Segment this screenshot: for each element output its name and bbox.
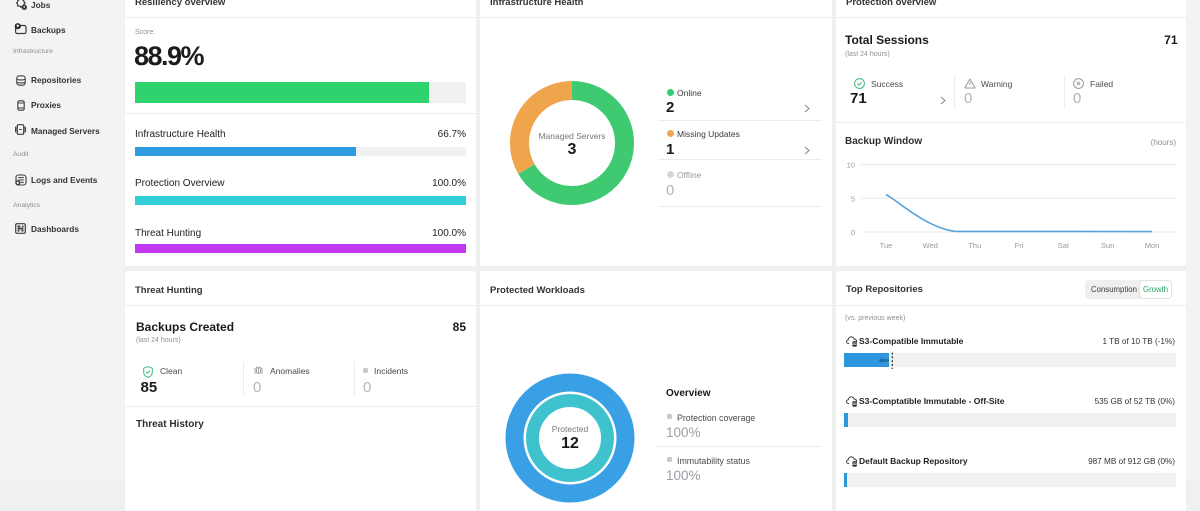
svg-text:Thu: Thu [968, 241, 981, 250]
svg-text:Sun: Sun [1101, 241, 1114, 250]
svg-text:Fri: Fri [1015, 241, 1024, 250]
svg-text:Sat: Sat [1058, 241, 1070, 250]
svg-text:Mon: Mon [1145, 241, 1160, 250]
svg-text:Wed: Wed [923, 241, 938, 250]
svg-text:0: 0 [851, 228, 855, 237]
svg-text:10: 10 [847, 161, 855, 170]
svg-text:Tue: Tue [880, 241, 893, 250]
svg-text:5: 5 [851, 194, 855, 203]
